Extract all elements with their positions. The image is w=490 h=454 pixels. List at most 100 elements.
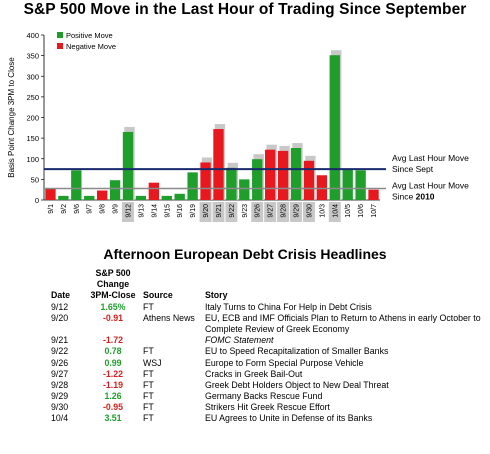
- date-cell: 9/27: [51, 368, 69, 379]
- header-change-line3: 3PM-Close: [90, 290, 136, 301]
- source-cell: WSJ: [143, 357, 162, 368]
- bar: [329, 55, 340, 201]
- bar: [264, 149, 276, 200]
- source-cell: FT: [143, 402, 154, 413]
- story-cell: FOMC Statement: [205, 335, 274, 346]
- story-cell: Germany Backs Rescue Fund: [205, 391, 323, 402]
- bar-chart: 0 50 100 150 200 250 300 350 400 Basis Point Chan…: [7, 31, 469, 222]
- date-cell: 9/26: [51, 357, 69, 368]
- change-cell: -0.91: [102, 312, 124, 323]
- x-tick-label: 9/1: [48, 204, 55, 214]
- highlight-label-box: [277, 202, 290, 222]
- highlight-label-box: [264, 202, 277, 222]
- highlight-label-box: [225, 202, 238, 222]
- y-tick-label: 50: [31, 175, 39, 184]
- bar: [342, 169, 353, 200]
- x-tick-label: 10/7: [371, 204, 378, 218]
- y-tick-label: 100: [26, 155, 39, 164]
- highlight-label-box: [328, 202, 341, 222]
- change-cell: 1.65%: [100, 301, 126, 312]
- highlight-label-box: [251, 202, 264, 222]
- legend-label: Negative Move: [66, 42, 116, 51]
- x-tick-label: 9/27: [268, 204, 275, 218]
- header-date: Date: [51, 290, 71, 301]
- reference-line-label-line1: Avg Last Hour Move: [392, 180, 469, 190]
- bar: [226, 167, 237, 200]
- bar: [368, 189, 379, 200]
- date-cell: 9/29: [51, 391, 69, 402]
- x-tick-label: 9/23: [242, 204, 249, 218]
- story-cell: Strikers Hit Greek Rescue Effort: [205, 402, 330, 413]
- change-cell: -0.95: [102, 402, 124, 413]
- x-tick-label: 9/15: [164, 204, 171, 218]
- change-cell: 1.26: [104, 391, 122, 402]
- change-cell: 0.78: [104, 346, 122, 357]
- x-tick-label: 9/30: [306, 204, 313, 218]
- bar: [71, 170, 82, 200]
- story-cell: EU, ECB and IMF Officials Plan to Return…: [205, 312, 481, 334]
- x-tick-label: 9/28: [281, 204, 288, 218]
- bar: [239, 179, 250, 200]
- highlight-label-box: [122, 202, 134, 222]
- legend-label: Positive Move: [66, 31, 113, 40]
- header-source: Source: [143, 290, 173, 301]
- y-tick-label: 350: [26, 52, 39, 61]
- bar: [213, 129, 224, 200]
- highlight-label-box: [199, 202, 212, 222]
- highlight-label-box: [290, 202, 302, 222]
- date-cell: 9/21: [51, 335, 69, 346]
- date-cell: 9/12: [51, 301, 69, 312]
- bar: [84, 195, 95, 200]
- legend-swatch: [57, 43, 63, 49]
- bar: [148, 182, 160, 200]
- x-tick-label: 9/12: [126, 204, 133, 218]
- x-tick-label: 9/21: [216, 204, 223, 218]
- bar: [200, 162, 211, 200]
- bar: [109, 180, 121, 200]
- y-tick-label: 0: [35, 196, 39, 205]
- source-cell: FT: [143, 346, 154, 357]
- story-cell: Europe to Form Special Purpose Vehicle: [205, 357, 364, 368]
- date-cell: 9/22: [51, 346, 69, 357]
- story-cell: Greek Debt Holders Object to New Deal Th…: [205, 379, 389, 390]
- change-cell: 0.99: [104, 357, 122, 368]
- story-cell: EU to Speed Recapitalization of Smaller …: [205, 346, 389, 357]
- source-cell: FT: [143, 413, 154, 424]
- bar: [187, 172, 198, 200]
- reference-line-label-line2: Since Sept: [392, 164, 434, 174]
- story-cell: Cracks in Greek Bail-Out: [205, 368, 303, 379]
- source-cell: FT: [143, 368, 154, 379]
- x-tick-label: 9/29: [294, 204, 301, 218]
- change-cell: 3.51: [104, 413, 122, 424]
- bar: [45, 188, 56, 200]
- x-tick-label: 9/20: [203, 204, 210, 218]
- change-cell: -1.22: [102, 368, 124, 379]
- y-tick-label: 300: [26, 72, 39, 81]
- legend-swatch: [57, 32, 63, 38]
- bar: [58, 195, 69, 200]
- date-cell: 9/20: [51, 312, 69, 323]
- source-cell: FT: [143, 301, 154, 312]
- header-story: Story: [205, 290, 228, 301]
- x-tick-label: 9/9: [113, 204, 120, 214]
- reference-line-label-line1: Avg Last Hour Move: [392, 153, 469, 163]
- bar: [161, 195, 172, 200]
- bar: [135, 195, 147, 200]
- x-tick-label: 9/8: [100, 204, 107, 214]
- x-tick-label: 9/26: [255, 204, 262, 218]
- y-axis-label: Basis Point Change 3PM to Close: [7, 57, 16, 178]
- y-tick-label: 250: [26, 93, 39, 102]
- source-cell: Athens News: [143, 312, 195, 323]
- bar: [174, 193, 185, 200]
- source-cell: FT: [143, 379, 154, 390]
- header-change-line2: Change: [96, 279, 130, 290]
- header-change-line1: S&P 500: [95, 268, 131, 278]
- date-cell: 10/4: [51, 413, 69, 424]
- highlight-label-box: [212, 202, 225, 222]
- story-cell: EU Agrees to Unite in Defense of its Ban…: [205, 413, 373, 424]
- bar: [355, 170, 366, 200]
- x-tick-label: 10/6: [358, 204, 365, 218]
- x-tick-label: 9/13: [138, 204, 145, 218]
- x-tick-label: 9/2: [61, 204, 68, 214]
- reference-line-label-line2: Since 2010: [392, 191, 435, 201]
